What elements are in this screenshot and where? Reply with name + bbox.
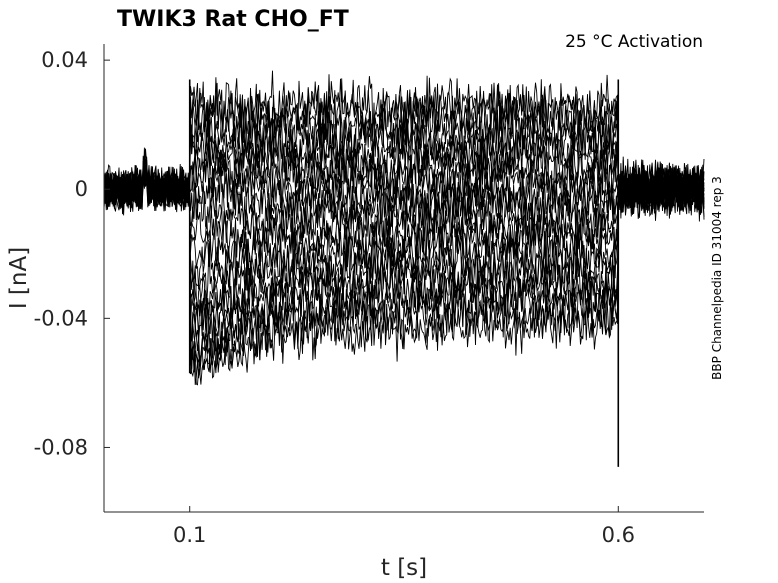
sweep-trace-6 bbox=[103, 118, 705, 214]
y-tick-label: 0.04 bbox=[41, 48, 88, 72]
axes bbox=[103, 44, 704, 513]
sweep-trace-14 bbox=[103, 164, 705, 290]
sweep-traces bbox=[103, 70, 705, 467]
y-tick-label: -0.04 bbox=[34, 306, 88, 330]
condition-annotation: 25 °C Activation bbox=[565, 32, 703, 52]
sweep-trace-4 bbox=[103, 99, 705, 209]
sweep-trace-17 bbox=[103, 161, 705, 329]
y-axis-label: I [nA] bbox=[6, 247, 32, 309]
x-tick-label: 0.1 bbox=[173, 523, 206, 547]
y-tick-label: 0 bbox=[75, 177, 88, 201]
sweep-trace-16 bbox=[103, 164, 705, 317]
x-tick-label: 0.6 bbox=[602, 523, 635, 547]
x-ticks: 0.1 0.6 bbox=[173, 506, 635, 547]
source-id-label: BBP Channelpedia ID 31004 rep 3 bbox=[710, 176, 724, 380]
chart-title: TWIK3 Rat CHO_FT bbox=[117, 7, 349, 32]
sweep-trace-3 bbox=[103, 88, 705, 218]
x-axis-label: t [s] bbox=[381, 555, 427, 581]
sweep-trace-24 bbox=[103, 162, 705, 386]
y-ticks: 0.04 0 -0.04 -0.08 bbox=[34, 48, 110, 459]
sweep-trace-12 bbox=[103, 161, 705, 252]
sweep-trace-19 bbox=[103, 158, 705, 356]
sweep-trace-9 bbox=[103, 148, 705, 216]
y-tick-label: -0.08 bbox=[34, 435, 88, 459]
